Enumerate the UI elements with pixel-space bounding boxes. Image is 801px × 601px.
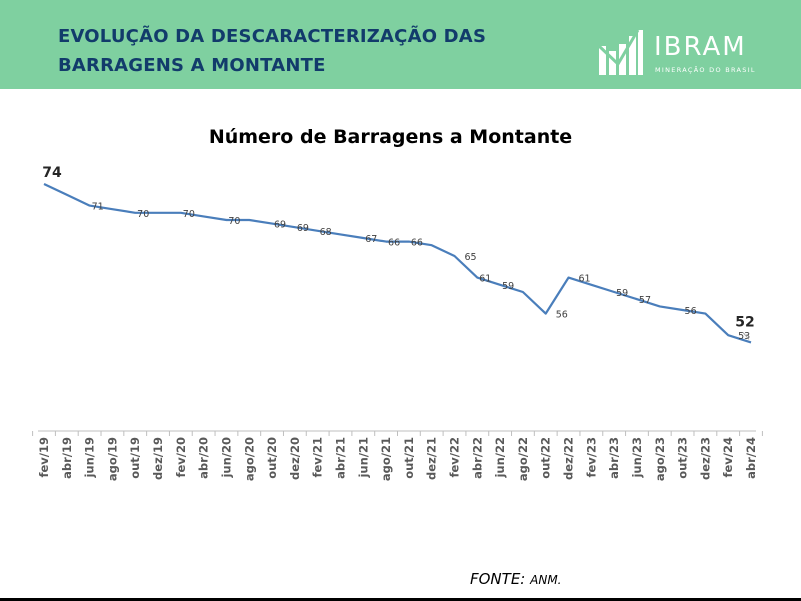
series-line [43, 183, 752, 344]
data-label: 70 [183, 209, 195, 220]
logo-tagline: MINERAÇÃO DO BRASIL [655, 66, 756, 74]
x-tick-label: out/22 [539, 437, 553, 479]
source-label: FONTE: [470, 570, 526, 588]
data-label: 69 [297, 223, 309, 234]
source-note: FONTE: ANM. [470, 570, 562, 588]
x-tick-label: abr/19 [60, 437, 74, 479]
data-label: 74 [42, 165, 62, 181]
data-label: 70 [228, 216, 240, 227]
ibram-bars-logo-icon [598, 29, 643, 75]
data-label: 61 [579, 274, 591, 285]
data-label: 57 [639, 295, 651, 306]
data-label: 59 [616, 288, 628, 299]
x-tick-label: abr/23 [607, 437, 621, 479]
x-tick-label: abr/22 [470, 437, 484, 479]
x-tick-label: out/23 [676, 437, 690, 479]
x-tick-label: fev/23 [584, 437, 598, 478]
data-label: 56 [556, 310, 568, 321]
x-tick-label: dez/23 [698, 437, 712, 480]
x-tick-label: ago/23 [653, 437, 667, 481]
data-label: 56 [685, 306, 697, 317]
data-label: 66 [388, 238, 400, 249]
x-tick-label: out/19 [128, 437, 142, 479]
page-title-line-2: BARRAGENS A MONTANTE [58, 55, 326, 76]
data-label: 70 [137, 209, 149, 220]
page-title-line-1: EVOLUÇÃO DA DESCARACTERIZAÇÃO DAS [58, 26, 487, 47]
data-label: 67 [365, 234, 377, 245]
x-tick-label: dez/20 [288, 437, 302, 480]
data-label: 52 [735, 314, 754, 330]
x-tick-label: abr/24 [744, 437, 758, 479]
data-label-leader [742, 332, 750, 340]
x-tick-label: out/21 [402, 437, 416, 479]
x-tick-label: fev/24 [721, 437, 735, 478]
x-tick-label: jun/21 [356, 437, 370, 479]
x-tick-label: abr/21 [333, 437, 347, 479]
x-tick-label: ago/20 [242, 437, 256, 481]
data-label: 68 [320, 227, 332, 238]
data-label: 59 [502, 281, 514, 292]
x-tick-label: jun/20 [219, 437, 233, 479]
logo-name: IBRAM [654, 32, 747, 62]
ibram-logo: IBRAM MINERAÇÃO DO BRASIL [598, 28, 768, 78]
data-label: 66 [411, 238, 423, 249]
x-tick-label: ago/22 [516, 437, 530, 481]
data-label: 65 [464, 252, 476, 263]
x-tick-label: fev/21 [311, 437, 325, 478]
x-tick-label: fev/22 [448, 437, 462, 478]
x-tick-label: jun/19 [83, 437, 97, 479]
data-label: 53 [738, 331, 750, 342]
x-tick-label: fev/19 [37, 437, 51, 478]
x-tick-label: fev/20 [174, 437, 188, 478]
x-tick-label: dez/21 [425, 437, 439, 480]
page-title: EVOLUÇÃO DA DESCARACTERIZAÇÃO DAS BARRAG… [58, 22, 558, 80]
chart-title: Número de Barragens a Montante [208, 126, 573, 148]
source-value: ANM. [530, 573, 562, 587]
data-label: 61 [479, 274, 491, 285]
x-tick-label: ago/21 [379, 437, 393, 481]
x-tick-label: jun/22 [493, 437, 507, 479]
header-banner: EVOLUÇÃO DA DESCARACTERIZAÇÃO DAS BARRAG… [0, 0, 801, 89]
x-tick-label: abr/20 [197, 437, 211, 479]
x-tick-label: ago/19 [105, 437, 119, 481]
line-chart: fev/19 abr/19 jun/19 ago/19 out/19 dez/19 fev/… [32, 165, 763, 481]
x-tick-label: jun/23 [630, 437, 644, 479]
bottom-divider [0, 598, 801, 601]
x-tick-label: out/20 [265, 437, 279, 479]
x-tick-label: dez/19 [151, 437, 165, 480]
data-label: 69 [274, 220, 286, 231]
x-tick-label: dez/22 [562, 437, 576, 480]
data-label: 71 [92, 202, 104, 213]
